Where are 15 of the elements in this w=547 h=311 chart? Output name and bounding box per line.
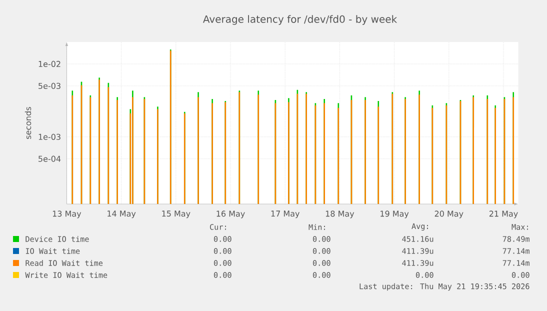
chart-title: Average latency for /dev/fd0 - by week — [203, 15, 398, 25]
y-tick-label: 5e-03 — [38, 82, 60, 89]
y-tick-label: 1e-02 — [38, 60, 60, 67]
x-tick-label: 16 May — [216, 210, 245, 218]
x-tick-label: 14 May — [108, 210, 136, 218]
y-axis-title: seconds — [24, 107, 32, 139]
x-tick-label: 21 May — [489, 210, 518, 218]
x-tick-label: 20 May — [434, 210, 464, 218]
y-tick-label: 1e-03 — [38, 134, 60, 140]
x-tick-label: 13 May — [52, 210, 82, 218]
x-tick-label: 17 May — [271, 210, 300, 218]
x-tick-label: 15 May — [162, 210, 190, 218]
y-tick-label: 5e-04 — [38, 156, 61, 162]
x-tick-label: 18 May — [326, 210, 354, 218]
x-tick-label: 19 May — [380, 210, 409, 218]
